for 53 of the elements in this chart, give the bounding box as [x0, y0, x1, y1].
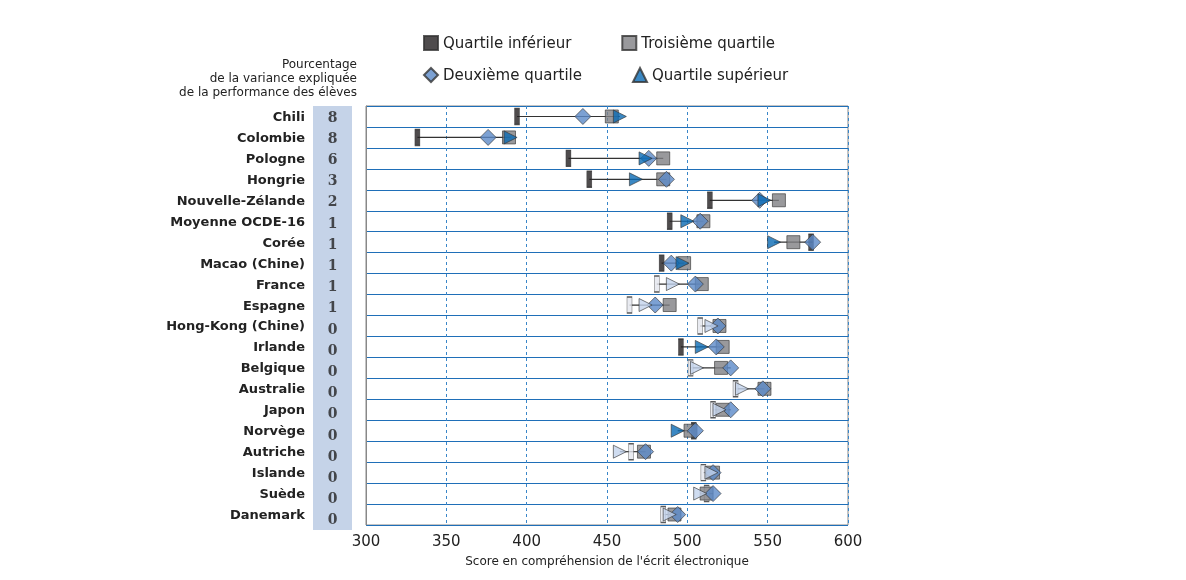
data-label: 0 [327, 469, 338, 485]
y-tick-label: Norvège [243, 423, 306, 439]
data-label: 0 [327, 511, 338, 528]
data-label: 8 [327, 108, 338, 125]
data-label: 6 [327, 151, 338, 167]
legend-label: Quartile supérieur [652, 66, 790, 84]
x-tick-label: 350 [432, 531, 461, 550]
y-tick-label: Hong-Kong (Chine) [166, 318, 305, 334]
y-tick-label: Australie [238, 381, 306, 397]
x-tick-label: 450 [592, 531, 622, 550]
y-tick-label: Autriche [242, 444, 306, 460]
data-label: 0 [327, 363, 338, 379]
data-label: 2 [327, 193, 338, 210]
x-tick-label: 600 [833, 531, 863, 550]
legend-label: Troisième quartile [640, 34, 776, 52]
data-label: 1 [327, 235, 338, 252]
y-tick-label: Moyenne OCDE-16 [170, 213, 305, 229]
x-axis-title: Score en compréhension de l'écrit électronique [465, 554, 749, 568]
y-tick-label: Irlande [253, 339, 306, 355]
data-label: 0 [327, 405, 338, 422]
y-tick-label: Corée [262, 234, 306, 250]
x-tick-label: 500 [673, 531, 702, 550]
y-tick-label: Islande [251, 465, 306, 481]
y-tick-label: Danemark [229, 507, 306, 523]
x-tick-label: 300 [351, 531, 381, 550]
y-tick-label: Suède [259, 486, 306, 502]
text: Pourcentage de la variance expliquée de la performance des élèves [179, 57, 357, 99]
x-tick-label: 400 [512, 531, 541, 550]
data-label: 0 [327, 341, 338, 358]
data-label: 1 [327, 214, 338, 231]
y-tick-label: Macao (Chine) [200, 255, 305, 271]
y-tick-label: Chili [272, 108, 305, 124]
y-tick-label: Espagne [242, 297, 306, 313]
legend-label: Deuxième quartile [443, 66, 582, 84]
data-label: 0 [327, 384, 338, 401]
data-label: 1 [327, 299, 338, 316]
data-label: 8 [327, 129, 338, 146]
x-tick-label: 550 [753, 531, 782, 550]
y-tick-label: Belgique [240, 360, 306, 376]
data-label: 0 [327, 320, 338, 337]
data-label: 0 [327, 447, 338, 464]
data-label: 0 [327, 490, 338, 507]
legend-label: Quartile inférieur [443, 34, 573, 52]
y-tick-label: Pologne [245, 150, 306, 166]
data-label: 3 [327, 172, 338, 189]
y-tick-label: Colombie [237, 129, 306, 145]
y-tick-label: Japon [262, 402, 305, 418]
y-tick-label: France [255, 276, 306, 292]
y-tick-label: Hongrie [246, 171, 306, 187]
data-label: 1 [327, 257, 338, 273]
y-tick-label: Nouvelle-Zélande [176, 192, 306, 208]
data-label: 1 [327, 278, 338, 295]
data-label: 0 [327, 426, 338, 443]
